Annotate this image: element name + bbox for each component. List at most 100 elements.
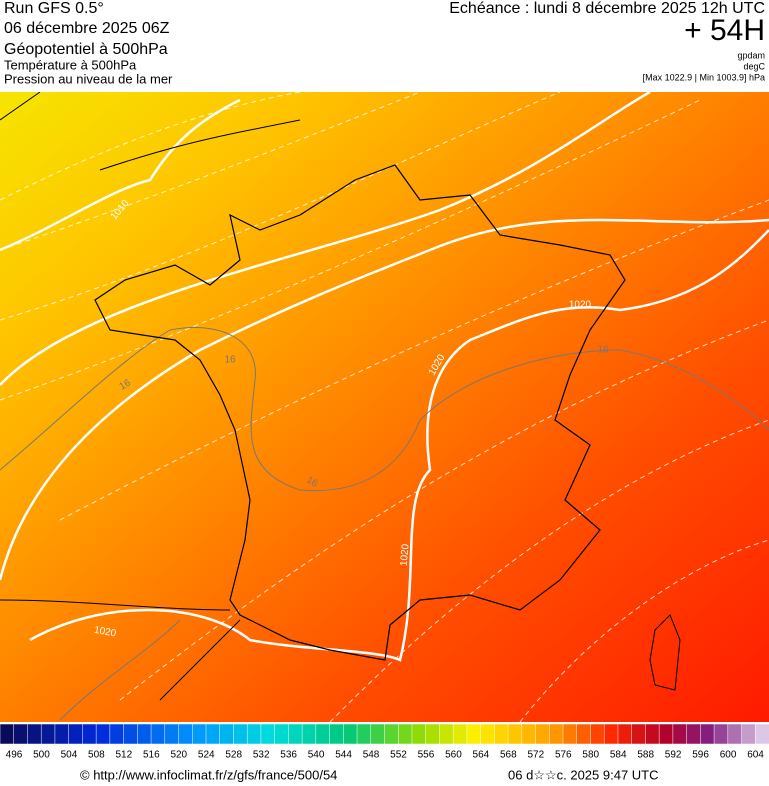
colorbar-label: 536 <box>280 750 297 761</box>
color-swatch <box>425 723 441 745</box>
colorbar-label: 524 <box>198 750 215 761</box>
field: Température à 500hPa <box>4 57 137 72</box>
colorbar-label: 544 <box>335 750 352 761</box>
color-swatch <box>205 723 221 745</box>
field: Géopotentiel à 500hPa <box>4 41 168 58</box>
colorbar-label: 564 <box>473 750 490 761</box>
color-swatch <box>178 723 193 745</box>
colorbar-label: 540 <box>308 750 325 761</box>
color-swatch <box>617 723 633 745</box>
color-swatch <box>164 723 180 745</box>
contour-label: 16 <box>224 355 236 366</box>
uk-coast <box>0 92 301 171</box>
spain-coast <box>0 599 241 701</box>
contour-label: 16 <box>597 345 609 356</box>
color-swatch <box>741 723 757 745</box>
colorbar-label: 596 <box>692 750 709 761</box>
color-swatch <box>603 723 619 745</box>
color-swatch <box>343 723 358 745</box>
color-swatch <box>315 723 331 745</box>
isobars <box>0 92 769 662</box>
colorbar-label: 600 <box>720 750 737 761</box>
color-swatch <box>192 723 207 745</box>
color-swatch <box>713 723 729 745</box>
color-swatch <box>397 723 413 745</box>
valid-time: Echéance : lundi 8 décembre 2025 12h UTC <box>449 0 765 17</box>
timestamp: 06 d☆☆c. 2025 9:47 UTC <box>508 767 659 782</box>
field-shading <box>0 92 769 722</box>
range: [Max 1022.9 | Min 1003.9] hPa <box>643 72 765 82</box>
colorbar-label: 592 <box>665 750 682 761</box>
color-swatch <box>645 723 660 745</box>
colorbar-label: 508 <box>88 750 105 761</box>
run-date: 06 décembre 2025 06Z <box>4 20 170 37</box>
colorbar-label: 588 <box>637 750 654 761</box>
color-swatch <box>576 723 592 745</box>
color-swatch <box>137 723 152 745</box>
colorbar-label: 504 <box>61 750 78 761</box>
color-swatch <box>82 723 97 745</box>
france-outline <box>94 164 626 661</box>
color-swatch <box>411 723 427 745</box>
colorbar: 496 500 504 508 512 516 520 524 528 532 536 540 544 5… <box>0 723 769 761</box>
contour-label: 16 <box>304 475 320 490</box>
color-swatch <box>13 723 29 745</box>
color-swatch <box>507 723 523 745</box>
color-swatch <box>370 723 386 745</box>
colorbar-label: 584 <box>610 750 627 761</box>
colorbar-label: 516 <box>143 750 160 761</box>
color-swatch <box>686 723 702 745</box>
colorbar-label: 568 <box>500 750 517 761</box>
contour-label: 1020 <box>399 543 412 567</box>
colorbar-label: 560 <box>445 750 462 761</box>
color-swatch <box>246 723 262 745</box>
field: Pression au niveau de la mer <box>4 71 173 86</box>
color-swatch <box>219 723 235 745</box>
color-swatch <box>68 723 84 745</box>
colorbar-label: 576 <box>555 750 572 761</box>
color-swatch <box>727 723 743 745</box>
colorbar-label: 500 <box>33 750 50 761</box>
colorbar-label: 532 <box>253 750 270 761</box>
unit: degC <box>743 61 765 71</box>
color-swatch <box>288 723 303 745</box>
color-swatch <box>40 723 56 745</box>
color-swatch <box>0 723 15 745</box>
color-swatch <box>123 723 139 745</box>
color-swatch <box>494 723 509 745</box>
color-swatch <box>301 723 317 745</box>
colorbar-label: 604 <box>747 750 764 761</box>
color-swatch <box>109 723 125 745</box>
contour-label: 1020 <box>93 625 117 640</box>
colorbar-label: 528 <box>225 750 242 761</box>
color-swatch <box>260 723 276 745</box>
colorbar-label: 572 <box>527 750 544 761</box>
contour-label: 16 <box>118 377 134 392</box>
color-swatch <box>150 723 166 745</box>
color-swatch <box>549 723 564 745</box>
lead-time: + 54H <box>684 14 765 47</box>
height-contours <box>0 92 769 722</box>
color-swatch <box>54 723 70 745</box>
color-swatch <box>562 723 578 745</box>
color-swatch <box>658 723 674 745</box>
contour-label: 1020 <box>569 300 592 311</box>
color-swatch <box>95 723 111 745</box>
color-swatch <box>329 723 345 745</box>
color-swatch <box>466 723 482 745</box>
colorbar-label: 520 <box>170 750 187 761</box>
color-swatch <box>439 723 454 745</box>
colorbar-label: 556 <box>418 750 435 761</box>
color-swatch <box>535 723 551 745</box>
color-swatch <box>384 723 399 745</box>
colorbar-label: 552 <box>390 750 407 761</box>
color-swatch <box>521 723 537 745</box>
colorbar-label: 580 <box>582 750 599 761</box>
color-swatch <box>590 723 605 745</box>
color-swatch <box>700 723 715 745</box>
color-swatch <box>480 723 496 745</box>
source: © http://www.infoclimat.fr/z/gfs/france/… <box>80 767 337 782</box>
temperature-contours <box>0 326 769 721</box>
